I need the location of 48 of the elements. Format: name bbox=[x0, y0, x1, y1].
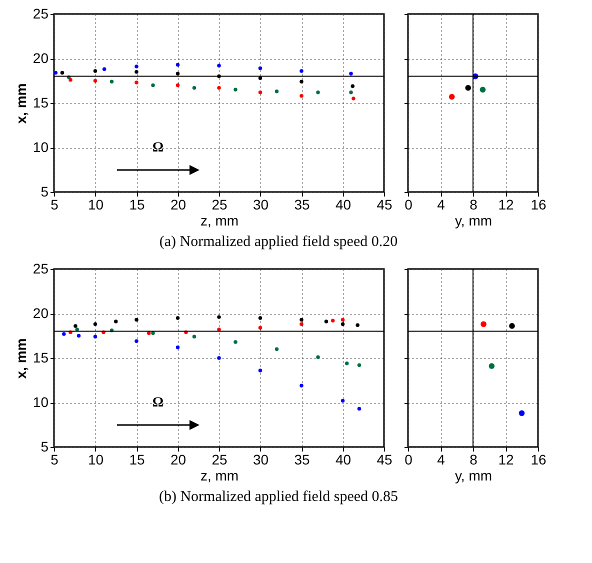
x-tick-label: 16 bbox=[530, 196, 546, 212]
annotation: Ω bbox=[152, 140, 164, 156]
x-tick-label: 12 bbox=[498, 452, 514, 468]
text: (b) Normalized applied field speed 0.85 bbox=[158, 489, 400, 506]
x-tick-label: 40 bbox=[335, 452, 352, 468]
x-tick-label: 30 bbox=[252, 452, 269, 468]
x-tick-label: 15 bbox=[129, 196, 145, 212]
y-axis-title: x, mm bbox=[12, 338, 29, 379]
x-tick-label: 30 bbox=[252, 196, 269, 212]
x-axis-title: z, mm bbox=[200, 468, 239, 484]
x-tick-label: 15 bbox=[129, 452, 145, 468]
x-tick-label: 8 bbox=[470, 196, 478, 212]
text: (a) Normalized applied field speed 0.20 bbox=[158, 234, 399, 251]
y-tick-label: 20 bbox=[32, 50, 49, 66]
y-tick-label: 10 bbox=[32, 139, 49, 155]
x-tick-label: 35 bbox=[294, 196, 310, 212]
x-tick-label: 20 bbox=[170, 196, 186, 212]
x-tick-label: 45 bbox=[376, 196, 392, 212]
x-tick-label: 4 bbox=[437, 196, 446, 212]
y-tick-label: 25 bbox=[32, 6, 49, 22]
y-tick-label: 20 bbox=[32, 305, 49, 321]
x-tick-label: 8 bbox=[470, 452, 478, 468]
x-tick-label: 0 bbox=[404, 452, 413, 468]
x-tick-label: 4 bbox=[437, 452, 446, 468]
x-tick-label: 45 bbox=[376, 452, 392, 468]
y-tick-label: 15 bbox=[32, 350, 49, 366]
x-tick-label: 12 bbox=[498, 196, 514, 212]
x-axis-title: y, mm bbox=[454, 212, 492, 228]
x-tick-label: 5 bbox=[50, 196, 59, 212]
x-tick-label: 5 bbox=[50, 452, 59, 468]
x-tick-label: 16 bbox=[530, 452, 546, 468]
x-tick-label: 20 bbox=[170, 452, 186, 468]
y-tick-label: 25 bbox=[32, 260, 49, 276]
x-tick-label: 10 bbox=[88, 196, 104, 212]
x-tick-label: 25 bbox=[212, 196, 228, 212]
x-tick-label: 40 bbox=[335, 196, 352, 212]
x-tick-label: 0 bbox=[404, 196, 413, 212]
y-tick-label: 10 bbox=[32, 394, 49, 410]
y-tick-label: 15 bbox=[32, 94, 49, 110]
y-tick-label: 5 bbox=[40, 184, 49, 200]
y-axis-title: x, mm bbox=[12, 83, 29, 124]
x-axis-title: y, mm bbox=[454, 468, 492, 484]
annotation: Ω bbox=[152, 396, 164, 411]
x-axis-title: z, mm bbox=[200, 212, 239, 228]
x-tick-label: 10 bbox=[88, 452, 104, 468]
x-tick-label: 35 bbox=[294, 452, 310, 468]
x-tick-label: 25 bbox=[212, 452, 228, 468]
y-tick-label: 5 bbox=[40, 438, 49, 454]
